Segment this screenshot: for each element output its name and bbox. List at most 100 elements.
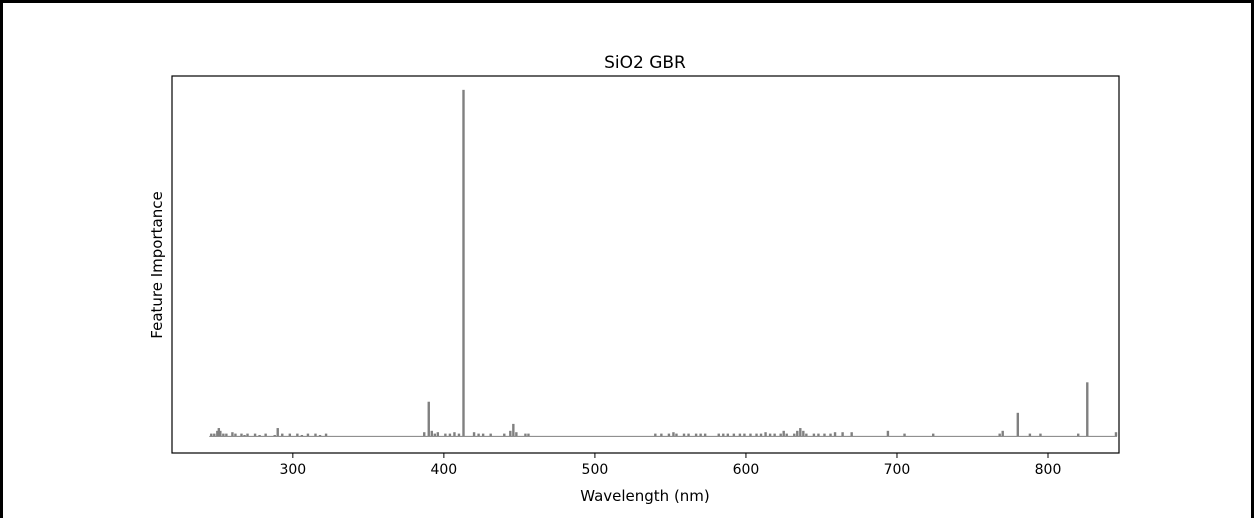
- bar: [216, 430, 219, 437]
- bar: [817, 433, 820, 437]
- x-tick-label: 300: [279, 462, 306, 478]
- bar: [796, 430, 799, 437]
- bar: [850, 432, 853, 437]
- bar: [703, 433, 707, 437]
- bar: [444, 433, 447, 437]
- bar: [462, 89, 465, 437]
- bar: [886, 430, 890, 437]
- bar: [660, 433, 663, 437]
- bar: [258, 434, 261, 437]
- bar: [306, 433, 310, 437]
- bar: [231, 432, 234, 437]
- bar: [799, 428, 802, 437]
- bar: [234, 433, 237, 437]
- bar: [841, 432, 844, 437]
- bar: [675, 433, 678, 437]
- bar: [433, 433, 436, 437]
- bar: [264, 433, 267, 437]
- bar: [812, 433, 816, 437]
- bar: [213, 433, 216, 437]
- bar: [217, 428, 221, 437]
- bar: [423, 432, 426, 437]
- x-axis-ticks: 300 400 500 600 700 800: [279, 453, 1061, 478]
- x-tick-label: 400: [430, 462, 457, 478]
- bar: [318, 434, 322, 437]
- bar: [732, 433, 736, 437]
- bar: [225, 433, 228, 437]
- bar: [515, 432, 518, 437]
- bar: [932, 433, 935, 437]
- bar: [687, 433, 690, 437]
- bar: [998, 433, 1001, 437]
- bar: [448, 433, 452, 437]
- bar: [219, 430, 222, 437]
- bar: [749, 433, 752, 437]
- bar: [512, 423, 515, 437]
- bar: [773, 433, 776, 437]
- bar: [503, 433, 506, 437]
- bar: [524, 433, 527, 437]
- bar: [222, 433, 225, 437]
- bar: [802, 430, 805, 437]
- bar: [314, 433, 317, 437]
- bar: [1077, 433, 1080, 437]
- bar: [738, 433, 742, 437]
- bar: [1016, 412, 1020, 437]
- bar: [805, 433, 808, 437]
- bar: [726, 433, 730, 437]
- x-axis-label: Wavelength (nm): [580, 487, 710, 505]
- bar: [296, 433, 299, 437]
- bar: [764, 432, 767, 437]
- bar: [288, 433, 292, 437]
- bar: [782, 430, 785, 437]
- bar: [833, 432, 837, 437]
- bar: [300, 434, 304, 437]
- y-axis-label: Feature Importance: [148, 191, 166, 338]
- bar: [527, 433, 530, 437]
- bar: [722, 433, 725, 437]
- bar: [246, 433, 249, 437]
- bar: [699, 433, 702, 437]
- bar: [430, 430, 433, 437]
- bar: [436, 432, 440, 437]
- bar: [755, 433, 758, 437]
- x-tick-label: 500: [582, 462, 609, 478]
- bar: [489, 433, 492, 437]
- bar: [481, 433, 485, 437]
- bar: [759, 433, 763, 437]
- bar: [472, 432, 476, 437]
- bar: [1039, 433, 1042, 437]
- bar: [779, 433, 782, 437]
- bar: [253, 433, 257, 437]
- plot-frame: [171, 75, 1120, 454]
- x-tick-label: 600: [733, 462, 760, 478]
- bar: [509, 430, 512, 437]
- bar: [672, 432, 675, 437]
- bar: [453, 432, 456, 437]
- bar: [477, 433, 480, 437]
- bar: [1114, 432, 1118, 437]
- bar: [682, 433, 686, 437]
- bar: [427, 401, 430, 437]
- bar: [823, 433, 826, 437]
- bar: [210, 433, 213, 437]
- bar: [694, 433, 698, 437]
- bar: [1086, 382, 1089, 437]
- x-tick-label: 700: [884, 462, 911, 478]
- bar: [273, 434, 276, 437]
- bar: [281, 433, 284, 437]
- bar: [903, 433, 906, 437]
- bar: [240, 433, 243, 437]
- bar: [276, 428, 279, 437]
- bar: [457, 433, 461, 437]
- bar: [829, 433, 832, 437]
- bar: [785, 433, 788, 437]
- bar: [717, 433, 720, 437]
- bar: [1028, 433, 1032, 437]
- bar: [324, 433, 328, 437]
- bar: [667, 433, 671, 437]
- bar: [654, 433, 657, 437]
- chart-title: SiO2 GBR: [604, 53, 686, 73]
